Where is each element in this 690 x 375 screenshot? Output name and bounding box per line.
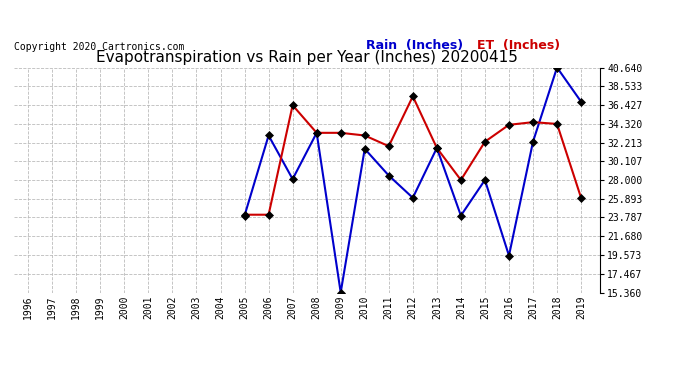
Text: Copyright 2020 Cartronics.com: Copyright 2020 Cartronics.com bbox=[14, 42, 184, 52]
Text: ET  (Inches): ET (Inches) bbox=[477, 39, 560, 52]
Title: Evapotranspiration vs Rain per Year (Inches) 20200415: Evapotranspiration vs Rain per Year (Inc… bbox=[96, 50, 518, 65]
Text: Rain  (Inches): Rain (Inches) bbox=[366, 39, 463, 52]
